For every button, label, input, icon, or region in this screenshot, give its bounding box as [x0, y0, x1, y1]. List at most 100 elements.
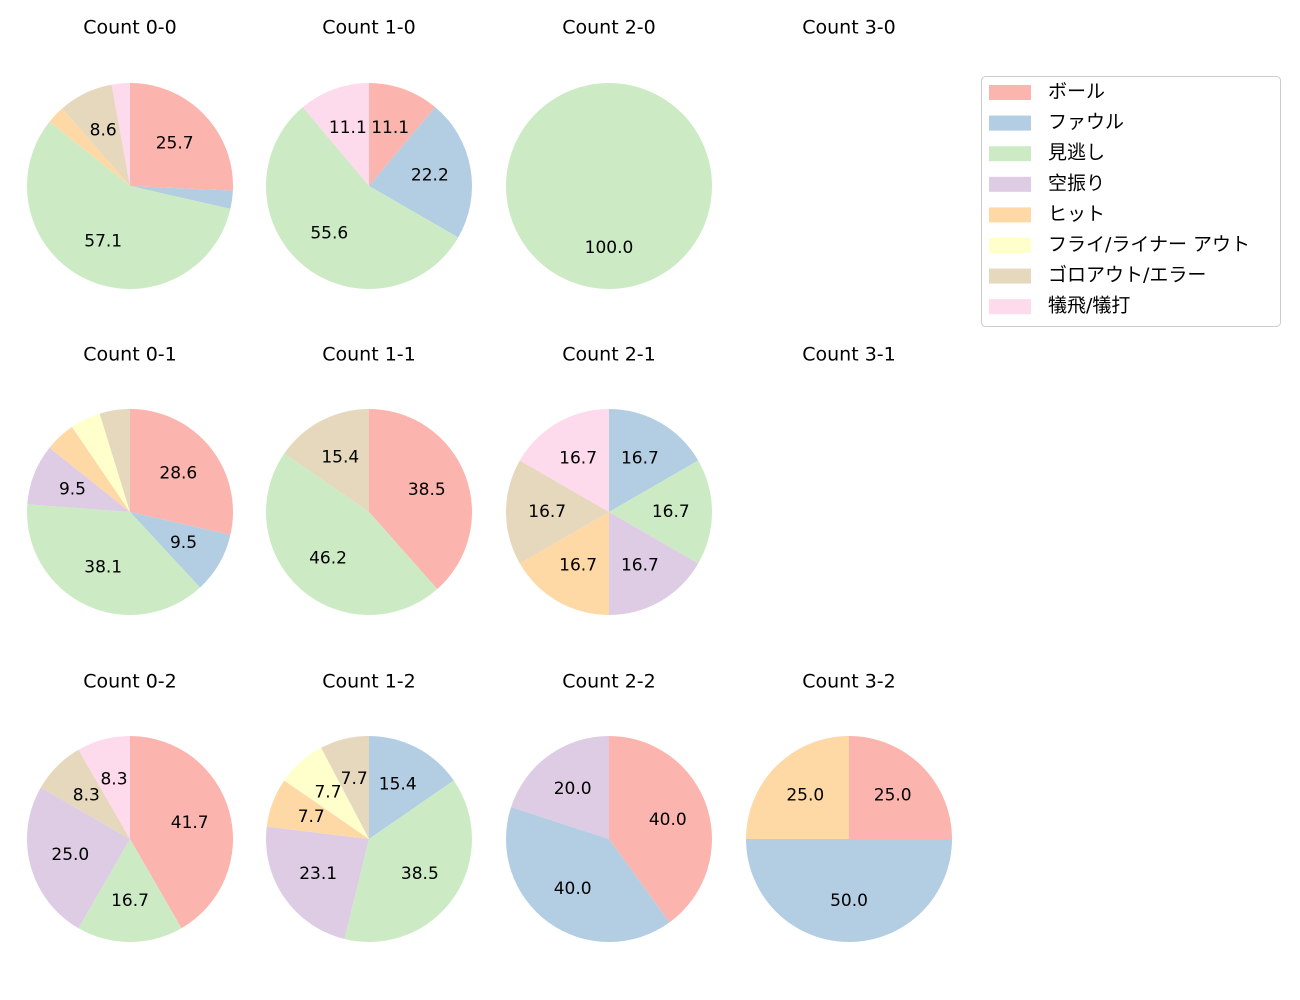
legend-label: 犠飛/犠打 [1048, 295, 1130, 317]
pie-data-label: 57.1 [84, 232, 122, 252]
pie-count-3-2: Count 3-2 25.0 50.0 25.0 [746, 671, 952, 942]
pie-slice-空振り [511, 736, 609, 839]
pie-count-2-1: Count 2-1 16.7 16.7 16.7 16.7 16.7 16.7 [506, 344, 712, 615]
pie-slice-見逃し [78, 839, 182, 943]
legend-label: フライ/ライナー アウト [1048, 234, 1250, 256]
pie-slice-ボール [130, 83, 233, 191]
pie-count-0-1: Count 0-1 28.6 9.5 38.1 9.5 [27, 344, 234, 615]
pie-data-label: 7.7 [298, 807, 325, 827]
pie-count-2-0: Count 2-0 100.0 [506, 17, 712, 289]
pie-count-3-0: Count 3-0 [802, 17, 896, 39]
pie-title: Count 0-0 [83, 17, 177, 39]
pie-slice-ヒット [519, 512, 609, 615]
pie-count-1-0: Count 1-0 11.1 22.2 55.6 11.1 [266, 17, 473, 289]
pie-slice-ボール [369, 83, 436, 186]
pie-slice-空振り [26, 787, 130, 929]
pie-title: Count 2-0 [562, 17, 656, 39]
pie-slice-ボール [849, 736, 952, 839]
pie-slice-ボール [130, 736, 233, 929]
pie-data-label: 20.0 [554, 779, 592, 799]
legend-label: ボール [1048, 81, 1105, 103]
pie-slice-ヒット [49, 426, 130, 512]
pie-data-label: 41.7 [171, 813, 209, 833]
pie-count-2-2: Count 2-2 40.0 40.0 20.0 [506, 671, 713, 942]
pie-slice-見逃し [27, 121, 231, 289]
pie-slice-空振り [609, 512, 699, 615]
legend-swatch [989, 268, 1031, 284]
legend-swatch [989, 115, 1031, 131]
pie-count-0-2: Count 0-2 41.7 16.7 25.0 8.38.3 [26, 671, 233, 943]
pie-slice-ゴロアウト/エラー [506, 460, 609, 564]
pie-data-label: 40.0 [554, 879, 592, 899]
pie-slice-ボール [130, 409, 234, 535]
pie-slice-ヒット [746, 736, 849, 839]
pie-slice-空振り [265, 826, 369, 940]
pie-slice-見逃し [344, 780, 473, 943]
pie-data-label: 23.1 [299, 864, 337, 884]
pie-slice-ファウル [369, 736, 454, 839]
pie-slice-ゴロアウト/エラー [321, 736, 369, 839]
legend-swatch [989, 299, 1031, 315]
pie-slice-見逃し [266, 453, 438, 615]
pie-data-label: 16.7 [621, 448, 659, 468]
pie-data-label: 16.7 [528, 502, 566, 522]
pie-data-label: 16.7 [559, 448, 597, 468]
pie-title: Count 3-2 [802, 671, 896, 693]
pie-data-label: 15.4 [321, 447, 359, 467]
pie-slice-犠飛/犠打 [519, 409, 609, 512]
pie-data-label: 22.2 [411, 165, 449, 185]
pie-data-label: 16.7 [652, 502, 690, 522]
legend-swatch [989, 85, 1031, 100]
pie-data-label: 55.6 [310, 223, 348, 243]
pie-title: Count 0-1 [83, 344, 177, 366]
pie-data-label: 15.4 [379, 774, 417, 794]
pie-slice-犠飛/犠打 [78, 736, 130, 839]
pie-data-label: 11.1 [329, 118, 367, 138]
pie-title: Count 1-2 [322, 671, 416, 693]
pie-slice-犠飛/犠打 [302, 83, 369, 186]
pie-data-label: 50.0 [830, 891, 868, 911]
pie-slice-ゴロアウト/エラー [99, 409, 130, 512]
pie-slice-ファウル [130, 186, 233, 209]
legend-frame [981, 76, 1281, 327]
pie-slice-ボール [609, 736, 713, 923]
pie-count-3-1: Count 3-1 [802, 344, 896, 366]
pie-slice-ゴロアウト/エラー [284, 409, 369, 512]
pie-slice-ヒット [49, 108, 130, 186]
pie-data-label: 100.0 [585, 238, 634, 258]
pie-title: Count 1-0 [322, 17, 416, 39]
pie-data-label: 16.7 [621, 556, 659, 576]
pie-title: Count 1-1 [322, 344, 416, 366]
pie-data-label: 8.6 [90, 120, 117, 140]
pie-title: Count 2-2 [562, 671, 656, 693]
pie-data-label: 16.7 [559, 556, 597, 576]
pie-slice-ボール [369, 409, 472, 590]
pie-data-label: 16.7 [111, 891, 149, 911]
legend-label: 空振り [1048, 172, 1105, 194]
legend-label: ゴロアウト/エラー [1048, 264, 1206, 286]
pie-data-label: 7.7 [341, 769, 368, 789]
legend-label: 見逃し [1048, 142, 1105, 164]
pie-slice-ファウル [130, 512, 231, 588]
pie-title: Count 3-0 [802, 17, 896, 39]
pie-slice-ファウル [609, 409, 699, 512]
pie-count-0-0: Count 0-0 25.7 57.1 8.6 [27, 17, 233, 289]
pie-data-label: 25.0 [874, 785, 912, 805]
pie-data-label: 40.0 [649, 810, 687, 830]
pie-data-label: 46.2 [309, 548, 347, 568]
pie-data-label: 25.0 [786, 785, 824, 805]
legend-swatch [989, 207, 1031, 223]
pie-slice-ファウル [746, 839, 952, 942]
pie-data-label: 25.7 [156, 133, 194, 153]
pie-count-1-1: Count 1-1 38.5 46.2 15.4 [266, 344, 472, 615]
pie-data-label: 9.5 [59, 479, 86, 499]
pie-title: Count 3-1 [802, 344, 896, 366]
pie-slice-犠飛/犠打 [111, 83, 130, 186]
legend-label: ヒット [1048, 203, 1105, 225]
pie-data-label: 25.0 [51, 845, 89, 865]
legend-label: ファウル [1048, 111, 1124, 133]
legend-swatch [989, 176, 1031, 192]
pie-slice-見逃し [266, 107, 459, 289]
pie-slice-ヒット [266, 780, 369, 839]
